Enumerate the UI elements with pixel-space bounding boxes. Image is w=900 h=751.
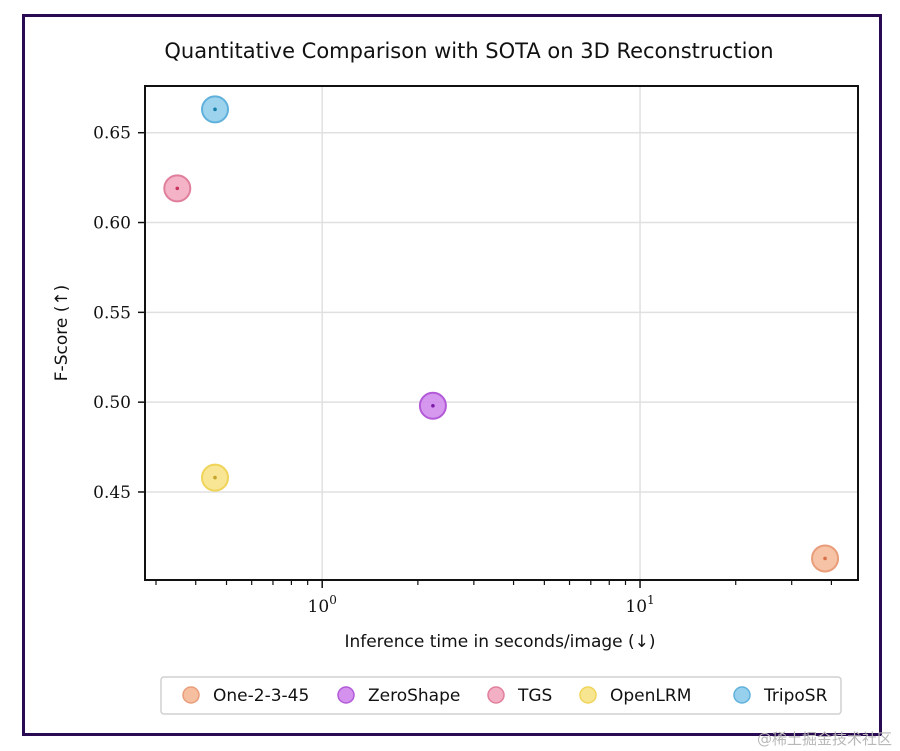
major-ticks	[138, 131, 641, 588]
x-tick-label-exponent: 0	[329, 593, 337, 607]
legend-label: One-2-3-45	[213, 686, 309, 706]
x-tick-label: 100	[308, 593, 337, 617]
y-tick-label: 0.65	[93, 124, 131, 144]
legend-marker-openlrm	[579, 686, 597, 704]
figure-frame	[22, 14, 882, 736]
data-point-center-one-2-3-45	[823, 556, 827, 561]
legend-marker-triposr	[733, 686, 751, 704]
x-tick-label-base: 10	[625, 597, 647, 617]
data-point-center-openlrm	[213, 475, 217, 480]
data-point-center-triposr	[213, 107, 217, 112]
plot-area-border	[144, 85, 859, 581]
x-tick-label-exponent: 1	[647, 593, 655, 607]
x-tick-label: 101	[625, 593, 654, 617]
y-tick-label: 0.60	[93, 214, 131, 234]
grid-lines	[145, 86, 858, 580]
legend: One-2-3-45 ZeroShape TGS OpenLRM TripoSR	[160, 676, 842, 715]
chart-title: Quantitative Comparison with SOTA on 3D …	[164, 39, 773, 63]
data-point-center-tgs	[175, 186, 180, 191]
data-point-center-zeroshape	[431, 403, 435, 408]
x-tick-labels: 100 101	[308, 593, 655, 617]
watermark: @稀土掘金技术社区	[756, 730, 892, 748]
data-points	[163, 95, 840, 573]
y-tick-label: 0.45	[93, 483, 131, 503]
legend-label: ZeroShape	[368, 686, 460, 706]
legend-label: TGS	[517, 686, 552, 706]
legend-marker-one-2-3-45	[182, 686, 200, 704]
legend-marker-zeroshape	[337, 686, 355, 704]
y-axis-label: F-Score (↑)	[52, 285, 72, 381]
legend-marker-tgs	[487, 686, 505, 704]
y-tick-label: 0.50	[93, 393, 131, 413]
x-tick-label-base: 10	[308, 597, 330, 617]
y-tick-label: 0.55	[93, 303, 131, 323]
x-axis-label: Inference time in seconds/image (↓)	[344, 632, 655, 652]
legend-label: OpenLRM	[610, 686, 691, 706]
y-tick-labels: 0.45 0.50 0.55 0.60 0.65	[93, 124, 131, 503]
legend-label: TripoSR	[763, 686, 828, 706]
